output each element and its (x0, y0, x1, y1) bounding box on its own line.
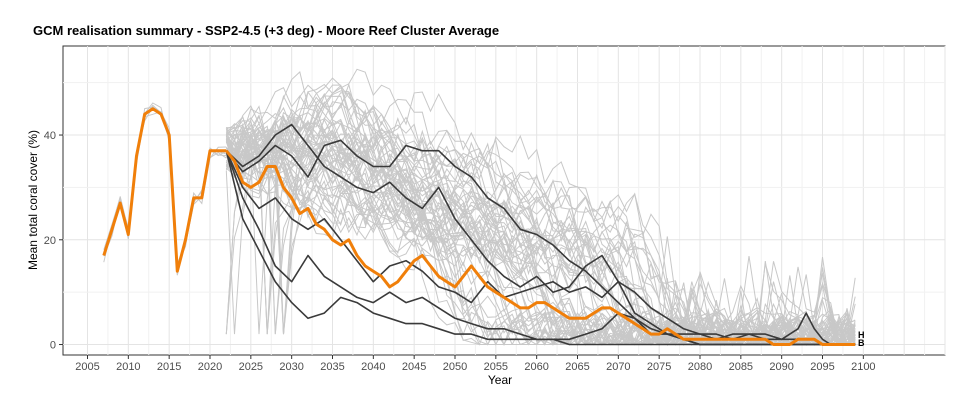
realisation-line (225, 124, 856, 346)
x-tick-label: 2060 (524, 361, 548, 373)
x-tick-label: 2050 (443, 361, 467, 373)
x-tick-label: 2030 (279, 361, 303, 373)
y-axis: 0 20 40 (44, 130, 63, 352)
average-line (225, 149, 856, 346)
x-tick-label: 2080 (688, 361, 712, 373)
realisation-line (226, 164, 856, 346)
x-tick-label: 2085 (729, 361, 753, 373)
gcm-line-gcm-4 (225, 150, 856, 346)
x-tick-label: 2045 (402, 361, 426, 373)
realisation-line (225, 133, 856, 346)
x-axis-title: Year (488, 373, 512, 387)
x-tick-label: 2025 (239, 361, 263, 373)
history-average-line (102, 107, 227, 273)
x-tick-label: 2095 (810, 361, 834, 373)
realisation-line (226, 82, 856, 347)
gcm-line-gcm-2 (225, 123, 856, 346)
gcm-lines (225, 123, 856, 346)
realisation-line (225, 129, 856, 346)
realisation-line (226, 116, 856, 346)
y-tick-label: 0 (50, 340, 56, 352)
x-tick-label: 2075 (647, 361, 671, 373)
x-tick-label: 2065 (565, 361, 589, 373)
chart-title: GCM realisation summary - SSP2-4.5 (+3 d… (33, 23, 500, 38)
x-tick-label: 2035 (320, 361, 344, 373)
y-tick-label: 20 (44, 235, 56, 247)
end-label-h: H (858, 330, 865, 340)
realisation-line (225, 103, 856, 346)
gcm-line-gcm-5 (225, 150, 856, 346)
x-tick-label: 2005 (75, 361, 99, 373)
average-line-group (102, 107, 856, 346)
realisation-line (225, 95, 856, 347)
y-axis-title: Mean total coral cover (%) (26, 130, 40, 270)
x-tick-label: 2100 (851, 361, 875, 373)
x-tick-label: 2040 (361, 361, 385, 373)
realisation-lines (103, 68, 856, 347)
realisation-line (225, 134, 856, 346)
y-tick-label: 40 (44, 130, 56, 142)
end-label-b: B (858, 338, 865, 348)
x-tick-label: 2070 (606, 361, 630, 373)
x-tick-label: 2090 (769, 361, 793, 373)
realisation-line (225, 117, 856, 346)
x-tick-label: 2055 (484, 361, 508, 373)
x-tick-label: 2010 (116, 361, 140, 373)
x-axis: 2005 2010 2015 2020 2025 2030 2035 2040 2045 2050… (75, 355, 876, 373)
x-tick-label: 2020 (198, 361, 222, 373)
x-tick-label: 2015 (157, 361, 181, 373)
